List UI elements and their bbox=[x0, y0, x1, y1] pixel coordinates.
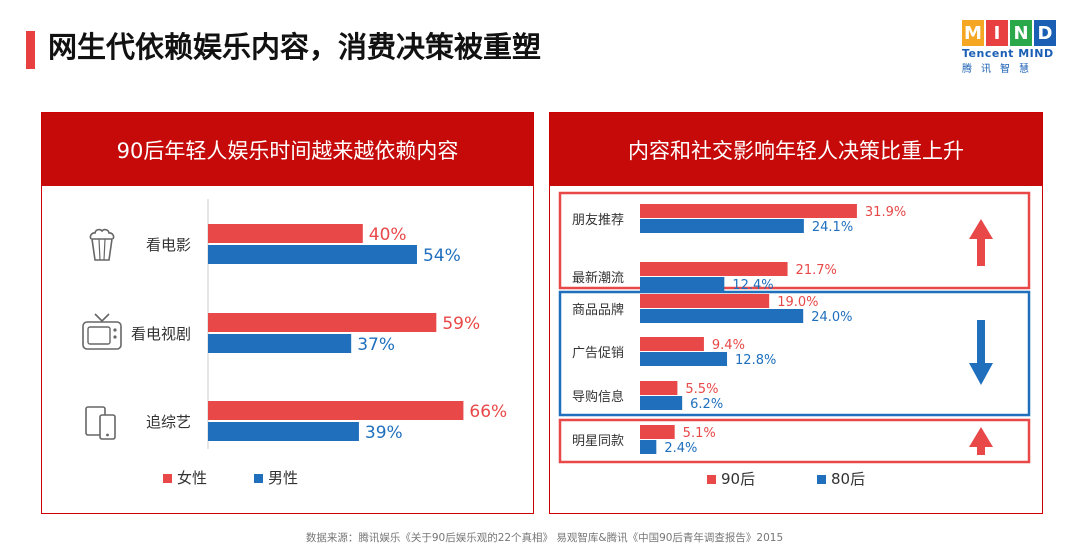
up-arrow-icon bbox=[969, 427, 993, 455]
data-label-90s: 31.9% bbox=[865, 205, 906, 220]
group-box-up bbox=[558, 418, 1031, 464]
legend-swatch-female bbox=[163, 474, 172, 483]
tv-screen bbox=[87, 326, 111, 345]
tv-icon bbox=[82, 313, 122, 350]
legend-label-male: 男性 bbox=[268, 469, 298, 487]
category-label: 追综艺 bbox=[146, 413, 191, 431]
bar-80s bbox=[640, 277, 725, 291]
legend-swatch-male bbox=[254, 474, 263, 483]
bar-female bbox=[208, 313, 437, 332]
bar-80s bbox=[640, 396, 683, 410]
phone-shape bbox=[99, 414, 116, 440]
bar-90s bbox=[640, 204, 857, 218]
data-label-90s: 21.7% bbox=[796, 263, 837, 278]
group-box-down bbox=[558, 290, 1031, 417]
category-label: 商品品牌 bbox=[572, 302, 624, 318]
category-label: 明星同款 bbox=[572, 434, 624, 449]
logo-letter: M bbox=[962, 20, 984, 46]
data-label-80s: 24.1% bbox=[812, 220, 853, 235]
left-chart-svg: 看电影 40% 54% 看电视剧 59% 37% 追综艺 66% 39% 女性 男性 bbox=[82, 199, 507, 487]
popcorn-box bbox=[91, 238, 113, 261]
bar-male bbox=[208, 245, 417, 264]
right-chart-title: 内容和社交影响年轻人决策比重上升 bbox=[550, 113, 1042, 186]
data-label-80s: 2.4% bbox=[664, 441, 697, 456]
data-label-80s: 12.8% bbox=[735, 353, 776, 368]
bar-90s bbox=[640, 381, 678, 395]
popcorn-stripe bbox=[98, 238, 101, 261]
down-arrow-icon bbox=[969, 320, 993, 385]
legend-label-female: 女性 bbox=[177, 469, 207, 487]
page-title: 网生代依赖娱乐内容，消费决策被重塑 bbox=[48, 30, 542, 64]
data-label-female: 59% bbox=[442, 314, 480, 334]
phone-button bbox=[106, 433, 109, 437]
category-label: 广告促销 bbox=[572, 346, 624, 361]
tv-knob bbox=[113, 328, 117, 332]
bar-80s bbox=[640, 309, 804, 323]
data-label-male: 37% bbox=[357, 335, 395, 355]
bar-90s bbox=[640, 337, 704, 351]
data-source-note: 数据来源：腾讯娱乐《关于90后娱乐观的22个真相》 易观智库&腾讯《中国90后青… bbox=[305, 532, 784, 544]
category-label: 导购信息 bbox=[572, 389, 624, 405]
right-chart-panel: 内容和社交影响年轻人决策比重上升 朋友推荐 31.9% 24.1% 最新潮流 21.7%… bbox=[549, 112, 1043, 514]
up-arrow-icon bbox=[969, 219, 993, 266]
data-label-male: 39% bbox=[365, 423, 403, 443]
logo-letter: I bbox=[986, 20, 1008, 46]
popcorn-icon bbox=[89, 228, 115, 261]
category-label: 最新潮流 bbox=[572, 270, 624, 286]
data-label-male: 54% bbox=[423, 246, 461, 266]
legend-swatch-90s bbox=[707, 475, 716, 484]
data-label-80s: 6.2% bbox=[690, 397, 723, 412]
bar-90s bbox=[640, 262, 788, 276]
bar-male bbox=[208, 422, 359, 441]
bar-female bbox=[208, 224, 363, 243]
data-label-female: 40% bbox=[369, 225, 407, 245]
logo-letter: D bbox=[1034, 20, 1056, 46]
devices-icon bbox=[85, 406, 116, 440]
bar-90s bbox=[640, 294, 770, 308]
data-label-90s: 19.0% bbox=[777, 295, 818, 310]
tv-antenna bbox=[94, 313, 110, 323]
title-accent-bar bbox=[26, 31, 35, 69]
left-chart-title: 90后年轻人娱乐时间越来越依赖内容 bbox=[42, 113, 533, 186]
category-label: 朋友推荐 bbox=[572, 212, 624, 228]
logo-cn-text: 腾讯智慧 bbox=[962, 64, 1038, 75]
legend-label-90s: 90后 bbox=[721, 470, 755, 488]
data-label-80s: 24.0% bbox=[811, 310, 852, 325]
right-chart-svg: 朋友推荐 31.9% 24.1% 最新潮流 21.7% 12.4% 商品品牌 19.0%24.… bbox=[558, 191, 1031, 488]
data-label-90s: 5.1% bbox=[683, 426, 716, 441]
bar-80s bbox=[640, 440, 657, 454]
group-box-up bbox=[558, 191, 1031, 290]
bar-90s bbox=[640, 425, 675, 439]
data-label-female: 66% bbox=[469, 402, 507, 422]
data-label-90s: 9.4% bbox=[712, 338, 745, 353]
logo-letter: N bbox=[1010, 20, 1032, 46]
popcorn-top bbox=[89, 228, 115, 240]
data-label-90s: 5.5% bbox=[685, 382, 718, 397]
bar-80s bbox=[640, 219, 804, 233]
data-label-80s: 12.4% bbox=[732, 278, 773, 293]
logo-sub-text: Tencent MIND bbox=[962, 47, 1054, 60]
legend-swatch-80s bbox=[817, 475, 826, 484]
category-label: 看电影 bbox=[146, 236, 191, 254]
legend-label-80s: 80后 bbox=[831, 470, 865, 488]
popcorn-stripe bbox=[103, 238, 106, 261]
bar-male bbox=[208, 334, 352, 353]
tv-knob bbox=[113, 335, 117, 339]
bar-80s bbox=[640, 352, 728, 366]
bar-female bbox=[208, 401, 464, 420]
left-chart-panel: 90后年轻人娱乐时间越来越依赖内容 看电影 40% 54% 看电视剧 59% 37% 追综艺… bbox=[41, 112, 534, 514]
category-label: 看电视剧 bbox=[131, 325, 191, 343]
